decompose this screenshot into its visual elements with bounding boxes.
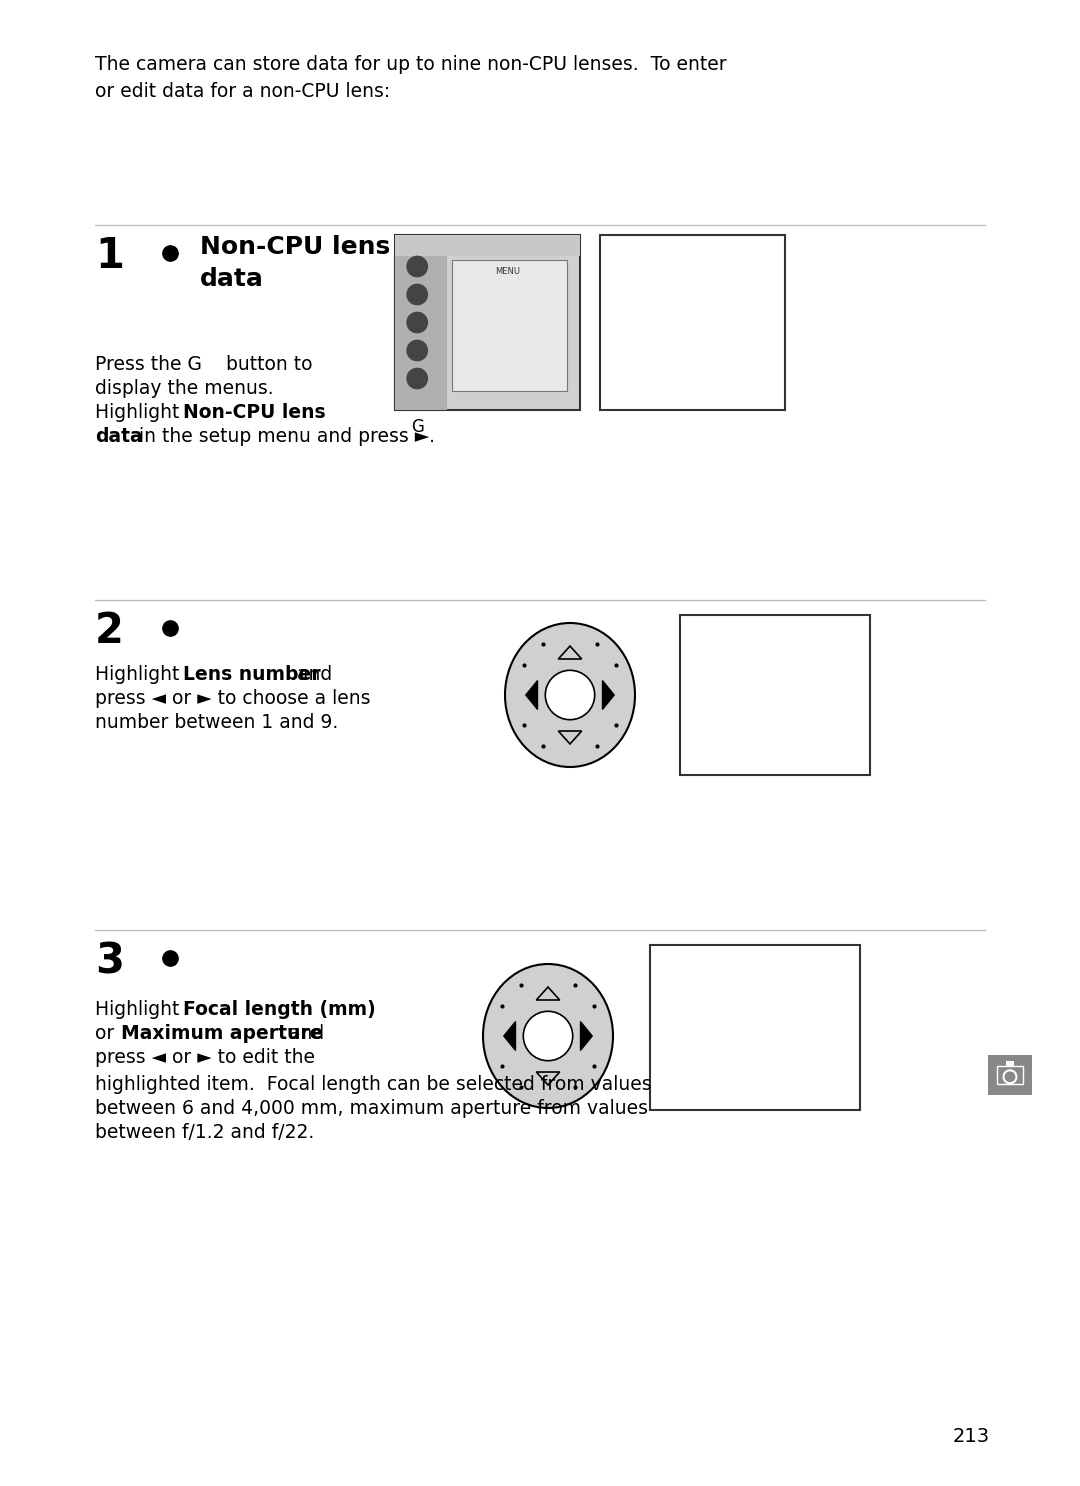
Bar bbox=[600, 235, 785, 410]
Text: G: G bbox=[410, 418, 423, 435]
Text: Non-CPU lens
data: Non-CPU lens data bbox=[200, 235, 390, 291]
Polygon shape bbox=[581, 1021, 592, 1051]
Bar bbox=[395, 235, 580, 410]
Text: Non-CPU lens: Non-CPU lens bbox=[183, 403, 326, 422]
Bar bbox=[998, 1065, 1023, 1083]
Text: press ◄ or ► to edit the: press ◄ or ► to edit the bbox=[95, 1048, 315, 1067]
Ellipse shape bbox=[505, 623, 635, 767]
Text: and: and bbox=[283, 1024, 324, 1043]
Text: 3: 3 bbox=[95, 941, 124, 982]
Text: in the setup menu and press ►.: in the setup menu and press ►. bbox=[133, 426, 435, 446]
Circle shape bbox=[407, 369, 428, 389]
Circle shape bbox=[407, 284, 428, 305]
Text: 2: 2 bbox=[95, 609, 124, 652]
Bar bbox=[680, 615, 870, 776]
Text: 213: 213 bbox=[953, 1427, 990, 1446]
Polygon shape bbox=[603, 681, 615, 709]
Text: Lens number: Lens number bbox=[183, 666, 321, 684]
Circle shape bbox=[524, 1012, 572, 1061]
Text: or: or bbox=[95, 1024, 120, 1043]
Text: Highlight: Highlight bbox=[95, 1000, 186, 1019]
Polygon shape bbox=[526, 681, 538, 709]
Text: data: data bbox=[95, 426, 143, 446]
Bar bbox=[395, 235, 580, 256]
Text: between f/1.2 and f/22.: between f/1.2 and f/22. bbox=[95, 1123, 314, 1143]
Circle shape bbox=[545, 670, 595, 719]
Text: press ◄ or ► to choose a lens: press ◄ or ► to choose a lens bbox=[95, 690, 370, 707]
Text: Focal length (mm): Focal length (mm) bbox=[183, 1000, 376, 1019]
Bar bbox=[395, 235, 447, 410]
Text: Maximum aperture: Maximum aperture bbox=[121, 1024, 323, 1043]
Circle shape bbox=[407, 340, 428, 361]
Polygon shape bbox=[503, 1021, 515, 1051]
Ellipse shape bbox=[483, 964, 613, 1109]
Text: 1: 1 bbox=[95, 235, 124, 276]
Bar bbox=[650, 945, 860, 1110]
Text: highlighted item.  Focal length can be selected from values: highlighted item. Focal length can be se… bbox=[95, 1074, 651, 1094]
Bar bbox=[453, 260, 567, 391]
Text: between 6 and 4,000 mm, maximum aperture from values: between 6 and 4,000 mm, maximum aperture… bbox=[95, 1100, 648, 1117]
Text: Highlight: Highlight bbox=[95, 666, 186, 684]
Circle shape bbox=[1003, 1070, 1016, 1083]
Text: display the menus.: display the menus. bbox=[95, 379, 273, 398]
Text: MENU: MENU bbox=[496, 266, 521, 275]
Bar bbox=[988, 1055, 1031, 1095]
Text: The camera can store data for up to nine non-CPU lenses.  To enter
or edit data : The camera can store data for up to nine… bbox=[95, 55, 727, 101]
Bar bbox=[1005, 1061, 1014, 1067]
Text: number between 1 and 9.: number between 1 and 9. bbox=[95, 713, 338, 733]
Text: Highlight: Highlight bbox=[95, 403, 186, 422]
Text: Press the G    button to: Press the G button to bbox=[95, 355, 312, 374]
Circle shape bbox=[407, 312, 428, 333]
Text: and: and bbox=[291, 666, 333, 684]
Circle shape bbox=[407, 256, 428, 276]
